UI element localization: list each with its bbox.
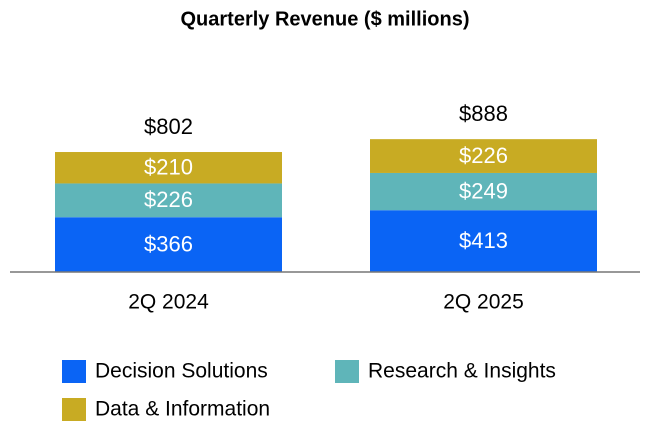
legend-swatch <box>335 360 359 383</box>
x-tick-label: 2Q 2025 <box>443 291 524 314</box>
legend-swatch <box>62 398 86 421</box>
chart-title: Quarterly Revenue ($ millions) <box>181 8 470 30</box>
bar-segment <box>370 172 597 211</box>
legend-label: Data & Information <box>95 398 270 421</box>
value-label: $366 <box>144 231 193 256</box>
legend-label: Decision Solutions <box>95 360 268 383</box>
legend-swatch <box>62 360 86 383</box>
x-tick-label: 2Q 2024 <box>128 291 209 314</box>
total-label: $802 <box>144 114 193 139</box>
bar-segment <box>55 217 282 272</box>
value-label: $226 <box>144 187 193 212</box>
total-label: $888 <box>459 101 508 126</box>
bar-segment <box>55 183 282 218</box>
value-label: $210 <box>144 155 193 180</box>
value-label: $249 <box>459 178 508 203</box>
bar-segment <box>55 152 282 184</box>
value-label: $226 <box>459 143 508 168</box>
value-label: $413 <box>459 228 508 253</box>
legend-label: Research & Insights <box>368 360 556 383</box>
bar-segment <box>370 210 597 272</box>
bar-segment <box>370 139 597 173</box>
